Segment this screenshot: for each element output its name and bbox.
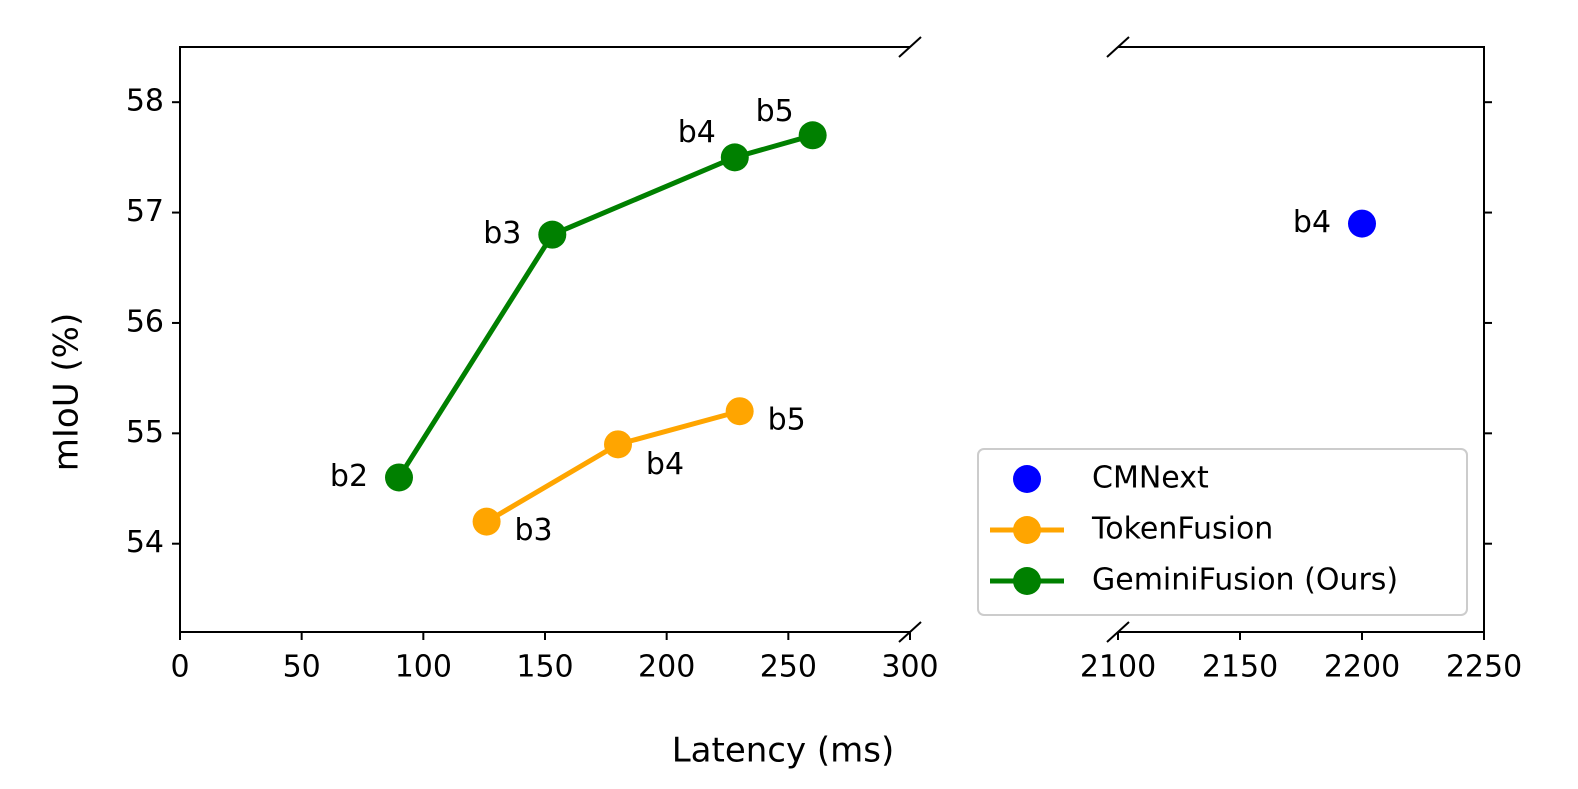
series-line	[396, 132, 814, 479]
y-tick-label: 56	[126, 304, 164, 339]
data-point	[538, 220, 567, 249]
axis-spine	[1118, 46, 1485, 633]
legend-box	[977, 448, 1468, 616]
point-label: b3	[483, 216, 521, 251]
x-tick-label: 200	[638, 650, 695, 685]
legend-marker	[1013, 516, 1041, 544]
x-tick-label: 2250	[1446, 650, 1522, 685]
point-label: b4	[1293, 205, 1331, 240]
x-axis-label: Latency (ms)	[672, 731, 895, 771]
x-tick-label: 100	[395, 650, 452, 685]
y-axis-label: mIoU (%)	[47, 313, 87, 471]
x-tick-label: 0	[170, 650, 189, 685]
x-tick-label: 150	[516, 650, 573, 685]
axis-break	[1106, 36, 1130, 58]
y-tick-label: 55	[126, 415, 164, 450]
data-point	[604, 430, 632, 459]
point-label: b4	[646, 447, 684, 482]
legend-label: CMNext	[1092, 461, 1209, 496]
data-point	[1348, 209, 1376, 238]
x-tick-label: 250	[760, 650, 817, 685]
point-label: b2	[330, 459, 368, 494]
point-label: b3	[515, 513, 553, 548]
legend-marker	[1013, 567, 1041, 595]
data-point	[472, 507, 501, 536]
y-tick-label: 58	[126, 84, 164, 119]
point-label: b5	[768, 403, 806, 438]
y-tick-label: 57	[126, 194, 164, 229]
axis-break	[898, 36, 922, 58]
data-point	[385, 463, 413, 492]
data-point	[720, 143, 749, 172]
point-label: b4	[678, 115, 716, 150]
legend-marker	[1013, 465, 1041, 493]
point-label: b5	[756, 94, 794, 129]
legend-label: TokenFusion	[1091, 512, 1273, 547]
x-tick-label: 2150	[1202, 650, 1278, 685]
data-point	[725, 397, 754, 426]
x-tick-label: 2100	[1080, 650, 1156, 685]
x-tick-label: 50	[283, 650, 321, 685]
legend-label: GeminiFusion (Ours)	[1092, 563, 1398, 598]
y-tick-label: 54	[126, 525, 164, 560]
series-line	[485, 408, 741, 524]
x-tick-label: 2200	[1324, 650, 1400, 685]
data-point	[798, 121, 827, 150]
x-tick-label: 300	[881, 650, 938, 685]
